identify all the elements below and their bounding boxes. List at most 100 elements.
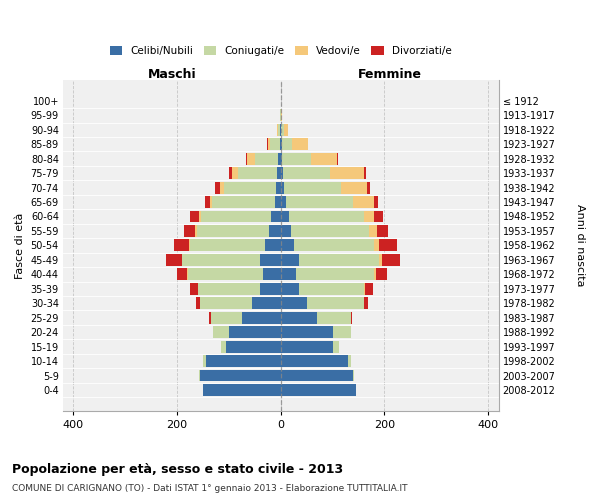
Bar <box>281 312 317 324</box>
Bar <box>284 182 341 194</box>
Bar <box>188 268 263 280</box>
Bar <box>281 196 286 208</box>
Y-axis label: Anni di nascita: Anni di nascita <box>575 204 585 286</box>
Bar <box>275 182 281 194</box>
Bar <box>289 210 364 222</box>
Bar <box>224 182 275 194</box>
Bar <box>299 283 364 294</box>
Bar <box>281 384 356 396</box>
Bar <box>212 196 275 208</box>
Bar <box>190 210 199 222</box>
Bar <box>203 355 206 367</box>
Bar <box>200 298 252 309</box>
Bar <box>215 182 220 194</box>
Bar <box>374 240 379 252</box>
Bar <box>184 225 195 237</box>
Bar <box>277 124 278 136</box>
Bar <box>332 326 351 338</box>
Bar <box>269 225 281 237</box>
Bar <box>242 312 281 324</box>
Bar <box>221 340 226 352</box>
Bar <box>365 283 373 294</box>
Bar <box>281 124 284 136</box>
Bar <box>281 370 353 382</box>
Y-axis label: Fasce di età: Fasce di età <box>15 212 25 278</box>
Bar <box>367 182 370 194</box>
Bar <box>277 167 281 179</box>
Bar <box>353 196 374 208</box>
Bar <box>353 370 355 382</box>
Bar <box>209 312 211 324</box>
Bar <box>299 254 379 266</box>
Bar <box>374 196 378 208</box>
Bar <box>265 240 281 252</box>
Bar <box>281 110 283 121</box>
Bar <box>176 268 187 280</box>
Bar <box>195 225 197 237</box>
Bar <box>283 152 311 164</box>
Bar <box>260 254 281 266</box>
Bar <box>255 152 278 164</box>
Bar <box>206 355 281 367</box>
Bar <box>374 210 383 222</box>
Bar <box>281 240 294 252</box>
Bar <box>281 355 348 367</box>
Bar <box>252 298 281 309</box>
Bar <box>377 225 388 237</box>
Bar <box>317 312 351 324</box>
Bar <box>232 167 238 179</box>
Bar <box>200 370 281 382</box>
Bar <box>307 298 364 309</box>
Bar <box>379 254 382 266</box>
Bar <box>351 312 352 324</box>
Bar <box>281 326 332 338</box>
Bar <box>190 283 198 294</box>
Bar <box>226 340 281 352</box>
Bar <box>278 152 281 164</box>
Bar <box>268 138 271 150</box>
Bar <box>311 152 337 164</box>
Bar <box>296 268 374 280</box>
Bar <box>271 210 281 222</box>
Bar <box>341 182 367 194</box>
Bar <box>364 167 366 179</box>
Bar <box>379 240 397 252</box>
Bar <box>238 167 277 179</box>
Bar <box>190 240 265 252</box>
Bar <box>166 254 182 266</box>
Bar <box>364 298 368 309</box>
Bar <box>281 254 299 266</box>
Bar <box>292 138 308 150</box>
Bar <box>189 240 190 252</box>
Bar <box>364 210 374 222</box>
Bar <box>211 312 242 324</box>
Bar <box>281 167 283 179</box>
Bar <box>229 326 281 338</box>
Bar <box>281 225 291 237</box>
Bar <box>281 182 284 194</box>
Bar <box>281 138 282 150</box>
Bar <box>203 384 281 396</box>
Bar <box>369 225 377 237</box>
Bar <box>281 268 296 280</box>
Bar <box>286 196 353 208</box>
Bar <box>199 370 200 382</box>
Bar <box>283 167 330 179</box>
Bar <box>202 210 271 222</box>
Bar <box>281 298 307 309</box>
Bar <box>294 240 374 252</box>
Bar <box>173 240 189 252</box>
Bar <box>199 210 202 222</box>
Bar <box>291 225 369 237</box>
Bar <box>205 196 210 208</box>
Bar <box>376 268 387 280</box>
Bar <box>275 196 281 208</box>
Bar <box>280 138 281 150</box>
Bar <box>182 254 260 266</box>
Text: Popolazione per età, sesso e stato civile - 2013: Popolazione per età, sesso e stato civil… <box>12 462 343 475</box>
Bar <box>197 225 269 237</box>
Bar <box>332 340 339 352</box>
Bar <box>278 124 280 136</box>
Legend: Celibi/Nubili, Coniugati/e, Vedovi/e, Divorziati/e: Celibi/Nubili, Coniugati/e, Vedovi/e, Di… <box>106 42 456 60</box>
Bar <box>281 210 289 222</box>
